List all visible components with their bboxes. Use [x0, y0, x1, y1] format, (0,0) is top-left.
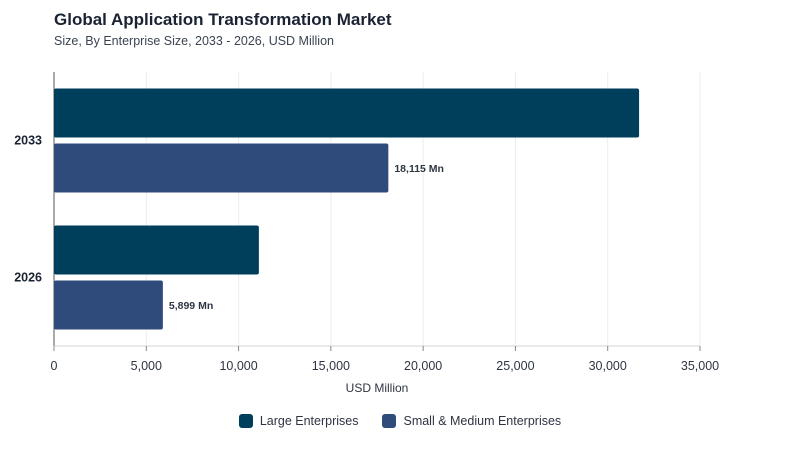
bar-large-enterprises: [54, 225, 259, 275]
bar-chart: 0 5,000 10,000 15,000 20,000 25,000 30,000 35,0…: [14, 72, 719, 395]
x-tick-label: 5,000: [131, 359, 162, 373]
bar-large-enterprises: [54, 88, 640, 138]
legend-swatch-small-medium-enterprises: [382, 414, 397, 428]
legend-item-large-enterprises[interactable]: Large Enterprises: [238, 414, 359, 428]
chart-subtitle: Size, By Enterprise Size, 2033 - 2026, U…: [54, 34, 334, 48]
x-tick-label: 25,000: [496, 359, 534, 373]
bar-small-medium-enterprises: [54, 143, 389, 193]
legend-label-large-enterprises: Large Enterprises: [259, 414, 359, 428]
x-tick-label: 35,000: [681, 359, 719, 373]
data-label: 18,115 Mn: [394, 163, 444, 175]
data-label: 5,899 Mn: [169, 300, 213, 312]
legend: Large Enterprises Small & Medium Enterpr…: [0, 414, 800, 428]
x-tick-label: 30,000: [589, 359, 627, 373]
legend-item-small-medium-enterprises[interactable]: Small & Medium Enterprises: [382, 414, 561, 428]
category-label: 2033: [14, 134, 42, 148]
x-tick-label: 10,000: [219, 359, 257, 373]
x-tick-label: 0: [51, 359, 58, 373]
chart-title: Global Application Transformation Market: [54, 10, 392, 29]
category-label: 2026: [14, 271, 42, 285]
x-tick-label: 20,000: [404, 359, 442, 373]
legend-label-small-medium-enterprises: Small & Medium Enterprises: [403, 414, 562, 428]
x-axis-title: USD Million: [346, 381, 409, 395]
bar-small-medium-enterprises: [54, 280, 163, 330]
x-tick-label: 15,000: [312, 359, 350, 373]
legend-swatch-large-enterprises: [238, 414, 253, 428]
